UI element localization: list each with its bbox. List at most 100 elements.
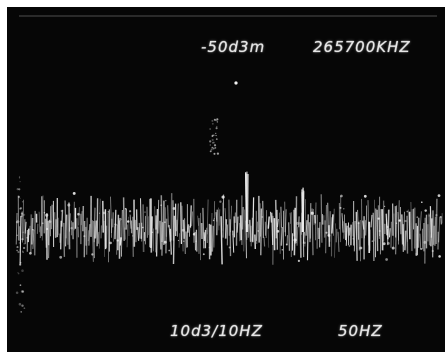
noise-speck bbox=[103, 211, 106, 215]
edge-smear-speck bbox=[16, 187, 19, 191]
noise-trace-segment bbox=[61, 209, 64, 227]
noise-trace-segment bbox=[88, 224, 91, 246]
noise-speck bbox=[168, 249, 171, 252]
noise-trace-segment bbox=[97, 231, 100, 244]
ghost-trace-speck bbox=[213, 134, 215, 136]
reference-level-readout: -50d3m bbox=[201, 38, 266, 56]
ghost-trace-speck bbox=[211, 122, 214, 125]
noise-speck bbox=[428, 215, 430, 217]
noise-trace-segment bbox=[323, 220, 326, 238]
noise-speck bbox=[435, 213, 438, 217]
edge-smear-speck bbox=[17, 220, 20, 223]
marker-dot bbox=[234, 81, 238, 85]
side-signal-peak bbox=[301, 187, 305, 233]
noise-speck bbox=[114, 223, 117, 226]
noise-speck bbox=[339, 206, 342, 209]
noise-trace-segment bbox=[345, 225, 348, 246]
noise-trace-segment bbox=[172, 215, 176, 265]
noise-trace-segment bbox=[289, 212, 292, 224]
noise-speck bbox=[404, 219, 407, 223]
noise-trace-segment bbox=[364, 220, 366, 239]
main-signal-peak bbox=[245, 171, 249, 233]
noise-trace-segment bbox=[33, 210, 36, 256]
edge-smear-speck bbox=[23, 213, 26, 216]
noise-speck bbox=[212, 219, 215, 222]
noise-trace-segment bbox=[398, 200, 400, 245]
noise-trace-segment bbox=[138, 222, 141, 239]
noise-trace-segment bbox=[438, 216, 440, 243]
noise-trace-segment bbox=[263, 237, 266, 247]
noise-speck bbox=[415, 253, 417, 255]
noise-speck bbox=[164, 221, 166, 223]
noise-trace-segment bbox=[114, 209, 117, 240]
noise-trace-segment bbox=[241, 206, 244, 230]
noise-trace-segment bbox=[203, 232, 206, 242]
noise-speck bbox=[325, 231, 328, 234]
noise-speck bbox=[340, 194, 343, 198]
noise-trace-segment bbox=[262, 200, 265, 238]
noise-speck bbox=[423, 240, 427, 244]
noise-speck bbox=[359, 246, 363, 250]
noise-trace-segment bbox=[348, 227, 351, 236]
ghost-trace-speck bbox=[209, 140, 212, 143]
noise-trace-segment bbox=[107, 212, 109, 263]
edge-smear-speck bbox=[22, 246, 26, 250]
edge-smear-speck bbox=[19, 180, 21, 183]
noise-trace-segment bbox=[335, 228, 338, 243]
noise-trace-segment bbox=[406, 215, 409, 254]
noise-trace-segment bbox=[325, 204, 327, 254]
noise-trace-segment bbox=[410, 201, 413, 251]
noise-trace-segment bbox=[177, 203, 179, 237]
noise-trace-segment bbox=[191, 211, 193, 227]
noise-trace-segment bbox=[132, 216, 134, 257]
noise-trace-segment bbox=[351, 222, 354, 237]
ghost-trace-speck bbox=[215, 132, 217, 135]
noise-speck bbox=[431, 249, 434, 253]
noise-trace-segment bbox=[100, 225, 103, 239]
noise-trace-segment bbox=[161, 222, 164, 256]
noise-trace-segment bbox=[297, 216, 300, 228]
noise-speck bbox=[60, 209, 63, 212]
noise-trace-segment bbox=[434, 216, 437, 246]
noise-trace-segment bbox=[280, 226, 283, 246]
edge-smear-speck bbox=[17, 272, 20, 275]
ghost-trace-speck bbox=[215, 135, 217, 137]
ghost-trace-speck bbox=[215, 119, 217, 122]
noise-trace-segment bbox=[370, 214, 373, 228]
signal-peaks bbox=[209, 81, 305, 233]
edge-smear-speck bbox=[19, 263, 22, 266]
edge-smear-speck bbox=[21, 269, 24, 272]
noise-trace-segment bbox=[365, 205, 368, 236]
edge-smear-speck bbox=[22, 231, 25, 234]
noise-speck bbox=[91, 253, 94, 256]
noise-trace-segment bbox=[154, 206, 157, 253]
noise-speck bbox=[303, 241, 306, 245]
ghost-trace-speck bbox=[213, 152, 216, 155]
noise-trace-segment bbox=[184, 218, 186, 255]
noise-trace-segment bbox=[293, 207, 296, 256]
noise-trace-segment bbox=[238, 222, 241, 242]
noise-trace-segment bbox=[343, 214, 345, 239]
noise-trace-segment bbox=[419, 211, 422, 231]
noise-speck bbox=[221, 195, 225, 199]
noise-speck bbox=[126, 220, 130, 223]
noise-speck bbox=[295, 221, 300, 225]
ghost-trace-speck bbox=[212, 147, 215, 150]
noise-trace-segment bbox=[265, 210, 267, 239]
noise-trace-segment bbox=[236, 216, 239, 233]
noise-speck bbox=[29, 251, 32, 255]
noise-speck bbox=[395, 222, 398, 225]
noise-trace-segment bbox=[385, 213, 388, 236]
noise-trace-segment bbox=[311, 208, 314, 256]
edge-smear-speck bbox=[21, 290, 25, 293]
noise-trace-segment bbox=[202, 207, 205, 249]
noise-speck bbox=[132, 235, 134, 237]
ghost-trace-speck bbox=[214, 147, 217, 149]
noise-trace-segment bbox=[327, 202, 329, 236]
noise-trace-segment bbox=[269, 211, 272, 223]
noise-trace-segment bbox=[432, 225, 436, 245]
noise-speck bbox=[377, 217, 380, 220]
noise-trace-segment bbox=[170, 193, 173, 241]
noise-trace-segment bbox=[68, 213, 71, 232]
edge-smear-speck bbox=[20, 290, 24, 293]
